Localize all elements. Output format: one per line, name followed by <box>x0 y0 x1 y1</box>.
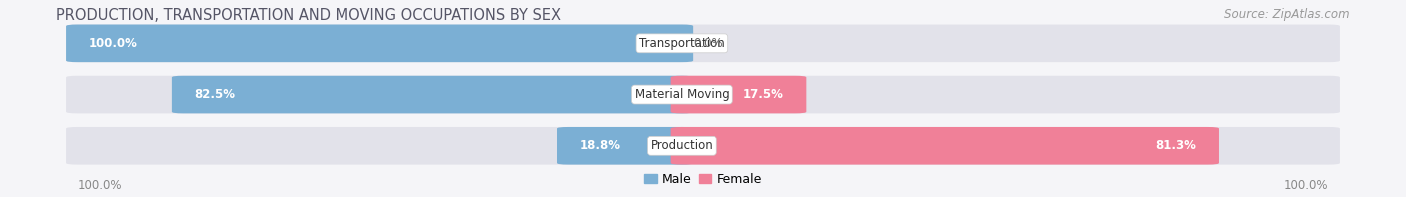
Text: Transportation: Transportation <box>640 37 724 50</box>
FancyBboxPatch shape <box>172 76 693 113</box>
Legend: Male, Female: Male, Female <box>640 168 766 191</box>
Text: PRODUCTION, TRANSPORTATION AND MOVING OCCUPATIONS BY SEX: PRODUCTION, TRANSPORTATION AND MOVING OC… <box>56 8 561 23</box>
FancyBboxPatch shape <box>66 76 1340 113</box>
Text: 0.0%: 0.0% <box>693 37 723 50</box>
FancyBboxPatch shape <box>66 127 1340 165</box>
Text: 18.8%: 18.8% <box>579 139 620 152</box>
Text: 100.0%: 100.0% <box>1284 179 1329 192</box>
Text: 82.5%: 82.5% <box>194 88 235 101</box>
Text: Production: Production <box>651 139 713 152</box>
FancyBboxPatch shape <box>671 127 1219 165</box>
Text: 17.5%: 17.5% <box>742 88 785 101</box>
Text: 100.0%: 100.0% <box>77 179 122 192</box>
Text: 100.0%: 100.0% <box>89 37 138 50</box>
FancyBboxPatch shape <box>66 25 1340 62</box>
FancyBboxPatch shape <box>557 127 693 165</box>
Text: Material Moving: Material Moving <box>634 88 730 101</box>
FancyBboxPatch shape <box>671 76 807 113</box>
Text: Source: ZipAtlas.com: Source: ZipAtlas.com <box>1225 8 1350 21</box>
Text: 81.3%: 81.3% <box>1156 139 1197 152</box>
FancyBboxPatch shape <box>66 25 693 62</box>
